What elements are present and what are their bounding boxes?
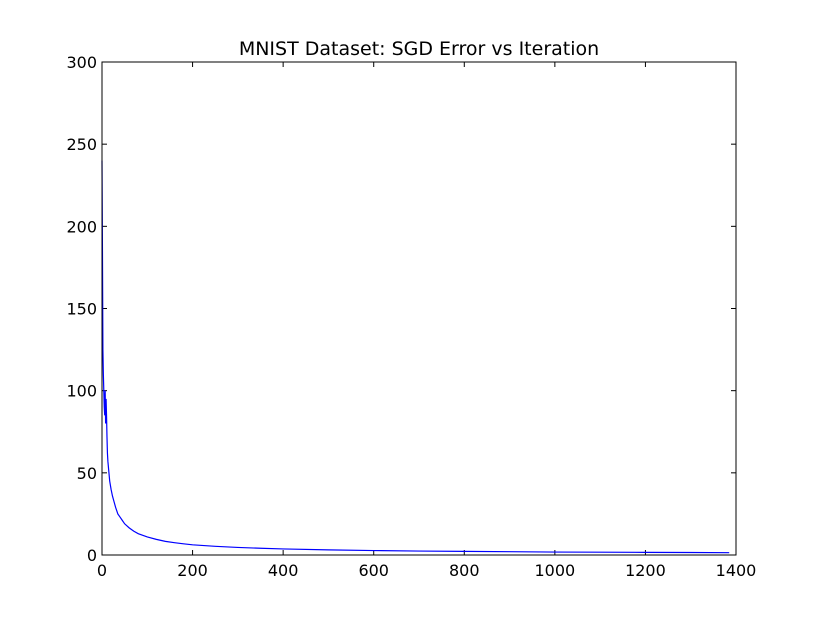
x-tick-label: 600	[358, 561, 389, 580]
y-tick-label: 300	[66, 53, 97, 72]
x-tick-label: 1000	[534, 561, 575, 580]
y-tick-label: 250	[66, 135, 97, 154]
x-tick-label: 0	[97, 561, 107, 580]
x-tick-label: 400	[268, 561, 299, 580]
x-tick-label: 800	[449, 561, 480, 580]
x-tick-label: 200	[177, 561, 208, 580]
chart-title: MNIST Dataset: SGD Error vs Iteration	[239, 38, 599, 60]
y-tick-label: 50	[77, 464, 97, 483]
y-tick-label: 0	[87, 546, 97, 565]
y-tick-label: 150	[66, 300, 97, 319]
x-tick-label: 1200	[625, 561, 666, 580]
plot-area	[101, 160, 730, 554]
axis-tick-labels: 0 200 400 600 800 1000 1200 1400 0 50 100 150 200 250…	[66, 53, 756, 580]
plot-frame	[101, 61, 737, 556]
x-tick-label: 1400	[716, 561, 757, 580]
y-tick-label: 200	[66, 217, 97, 236]
series-line	[101, 160, 730, 554]
y-tick-label: 100	[66, 382, 97, 401]
